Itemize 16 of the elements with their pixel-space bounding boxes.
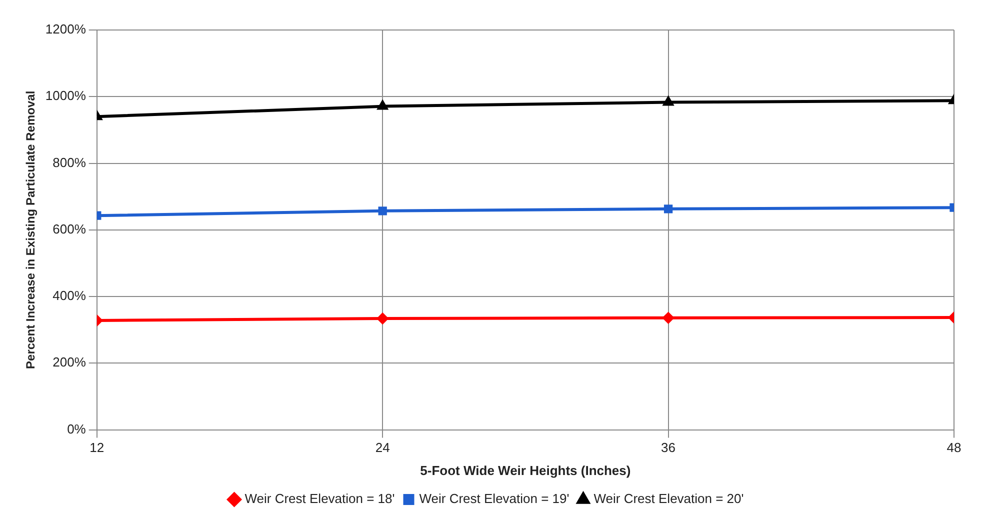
y-tick-label: 0% (67, 421, 86, 436)
x-tick-label: 24 (375, 440, 390, 456)
x-tick-label: 12 (90, 440, 104, 456)
x-axis-title: 5-Foot Wide Weir Heights (Inches) (420, 462, 631, 478)
y-tick-label: 600% (52, 221, 86, 236)
legend-label: Weir Crest Elevation = 19' (419, 491, 570, 506)
y-axis-title: Percent Increase in Existing Particulate Removal (24, 90, 38, 369)
y-tick-label: 200% (52, 354, 86, 370)
y-tick-label: 1200% (45, 22, 86, 37)
x-tick-label: 36 (661, 440, 676, 456)
x-tick-label: 48 (946, 440, 962, 456)
legend-label: Weir Crest Elevation = 20' (594, 491, 744, 506)
y-tick-label: 400% (52, 288, 86, 304)
y-tick-label: 1000% (45, 88, 86, 104)
y-tick-label: 800% (52, 154, 86, 170)
legend-label: Weir Crest Elevation = 18' (244, 491, 395, 506)
